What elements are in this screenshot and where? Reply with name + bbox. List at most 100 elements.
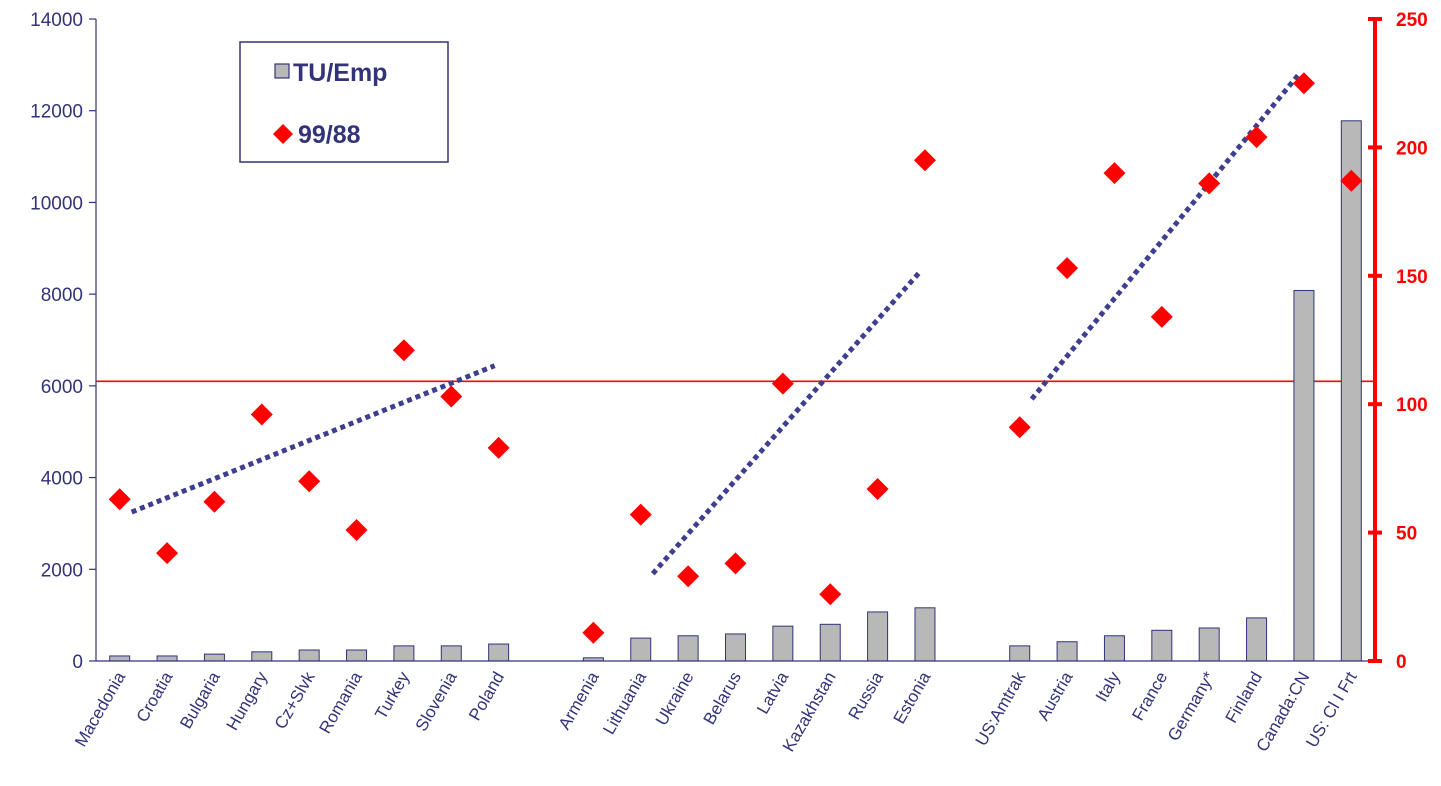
category-label-france: France (1128, 669, 1171, 724)
bar-us-cl-i-frt (1340, 120, 1362, 662)
bar-canada-cn (1293, 289, 1315, 662)
point-turkey (392, 339, 415, 362)
point-poland (487, 436, 510, 459)
point-romania (345, 519, 368, 542)
bar-lithuania (630, 637, 652, 662)
legend-label-ratio: 99/88 (298, 121, 361, 149)
right-tick-label: 150 (1396, 267, 1428, 288)
category-label-us-amtrak: US:Amtrak (972, 668, 1030, 749)
left-tick-label: 14000 (30, 10, 83, 31)
point-armenia (582, 621, 605, 644)
bar-turkey (393, 645, 415, 662)
left-tick-label: 6000 (41, 377, 83, 398)
point-germany (1198, 172, 1221, 195)
bar-bulgaria (203, 653, 225, 662)
bar-germany (1198, 627, 1220, 662)
category-label-lithuania: Lithuania (599, 668, 650, 738)
category-label-bulgaria: Bulgaria (176, 668, 224, 732)
point-austria (1056, 257, 1079, 280)
bar-kazakhstan (819, 623, 841, 662)
point-france (1150, 305, 1173, 328)
left-tick-label: 8000 (41, 285, 83, 306)
bar-us-amtrak (1009, 645, 1031, 662)
bar-austria (1056, 641, 1078, 662)
category-label-macedonia: Macedonia (71, 668, 129, 750)
bar-cz-slvk (298, 649, 320, 662)
bar-latvia (772, 625, 794, 662)
category-label-russia: Russia (845, 668, 888, 723)
point-macedonia (108, 488, 131, 511)
category-label-romania: Romania (316, 668, 367, 737)
bar-ukraine (677, 635, 699, 662)
category-label-cz-slvk: Cz+Slvk (271, 668, 319, 732)
point-finland (1245, 126, 1268, 149)
legend-label-tu-emp: TU/Emp (293, 59, 387, 87)
category-label-hungary: Hungary (223, 668, 272, 734)
category-label-estonia: Estonia (890, 668, 935, 727)
point-canada-cn (1292, 72, 1315, 95)
right-tick-label: 250 (1396, 10, 1428, 31)
point-bulgaria (203, 490, 226, 513)
bar-croatia (156, 655, 178, 662)
category-label-poland: Poland (465, 669, 508, 724)
point-hungary (250, 403, 273, 426)
axes-layer: 0 2000 4000 6000 8000 10000 12000 14000 0 50 100 15… (30, 10, 1428, 673)
category-label-italy: Italy (1092, 668, 1124, 705)
point-slovenia (440, 385, 463, 408)
bars-layer (109, 120, 1362, 662)
category-label-ukraine: Ukraine (652, 669, 698, 729)
legend-bar-swatch (274, 63, 290, 79)
category-label-turkey: Turkey (371, 668, 413, 722)
category-label-germany: Germany* (1164, 668, 1219, 744)
bar-russia (867, 611, 889, 662)
category-label-armenia: Armenia (555, 668, 603, 733)
category-label-austria: Austria (1034, 668, 1077, 724)
right-tick-label: 200 (1396, 138, 1428, 159)
legend-diamond-swatch (273, 124, 293, 144)
point-estonia (913, 149, 936, 172)
category-label-finland: Finland (1222, 669, 1266, 727)
category-label-belarus: Belarus (700, 669, 745, 728)
bar-finland (1246, 617, 1268, 662)
trend-line-3 (1029, 71, 1302, 401)
bar-macedonia (109, 655, 131, 662)
left-tick-label: 4000 (41, 469, 83, 490)
trend-layer (130, 71, 1302, 576)
bar-hungary (251, 651, 273, 662)
point-us-amtrak (1008, 416, 1031, 439)
right-tick-label: 50 (1396, 524, 1417, 545)
category-label-latvia: Latvia (753, 668, 792, 717)
left-tick-label: 2000 (41, 560, 83, 581)
point-belarus (724, 552, 747, 575)
bar-france (1151, 629, 1173, 662)
points-layer (108, 72, 1363, 644)
trend-line-2 (650, 269, 923, 576)
point-ukraine (677, 565, 700, 588)
category-label-slovenia: Slovenia (412, 668, 461, 734)
bar-poland (488, 643, 510, 662)
right-tick-label: 0 (1396, 652, 1407, 673)
legend: TU/Emp 99/88 (239, 41, 449, 163)
point-russia (866, 477, 889, 500)
right-tick-label: 100 (1396, 395, 1428, 416)
category-label-croatia: Croatia (133, 668, 177, 725)
point-croatia (156, 542, 179, 565)
point-cz-slvk (298, 470, 321, 493)
point-us-cl-i-frt (1340, 169, 1363, 192)
point-latvia (771, 372, 794, 395)
bar-belarus (724, 633, 746, 662)
bar-romania (346, 649, 368, 662)
bar-slovenia (440, 645, 462, 662)
left-tick-label: 0 (72, 652, 83, 673)
bar-estonia (914, 607, 936, 662)
legend-box (239, 41, 449, 163)
left-tick-label: 12000 (30, 102, 83, 123)
point-lithuania (629, 503, 652, 526)
bar-italy (1103, 635, 1125, 662)
trend-line-1 (130, 363, 496, 515)
point-italy (1103, 162, 1126, 185)
left-tick-label: 10000 (30, 193, 83, 214)
point-kazakhstan (819, 583, 842, 606)
